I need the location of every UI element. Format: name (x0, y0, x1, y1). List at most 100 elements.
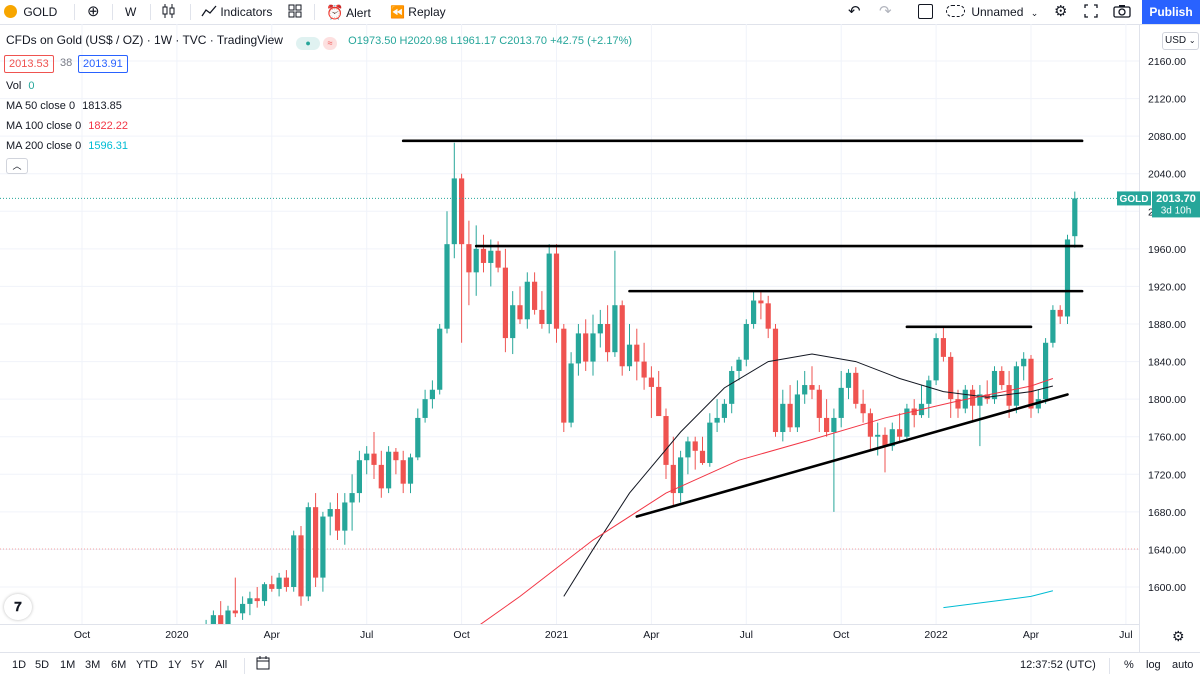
candle-body (656, 386, 662, 417)
log-toggle[interactable]: log (1146, 659, 1161, 671)
range-1d[interactable]: 1D (12, 659, 27, 671)
ask-price[interactable]: 2013.91 (78, 55, 128, 73)
candle-body (729, 370, 735, 404)
ohlc-high: H2020.98 (399, 35, 448, 47)
price-tick-label: 1680.00 (1148, 507, 1186, 519)
range-1y[interactable]: 1Y (168, 659, 182, 671)
candle (714, 399, 720, 433)
time-tick-label: Jul (740, 629, 753, 641)
candle-body (429, 389, 435, 400)
range-5y[interactable]: 5Y (191, 659, 205, 671)
replay-icon: ⏪ (390, 5, 405, 19)
candle-body (977, 394, 983, 406)
chevron-down-icon: ⌄ (1030, 8, 1039, 18)
price-tick-label: 1920.00 (1148, 281, 1186, 293)
candle (729, 366, 735, 414)
candle (1043, 338, 1049, 404)
candle (889, 422, 895, 451)
alert-button[interactable]: ⏰ Alert (326, 0, 371, 24)
candle (605, 305, 611, 362)
publish-button[interactable]: Publish (1142, 0, 1200, 24)
candle (787, 385, 793, 433)
candle-body (480, 248, 487, 263)
legend-ma100[interactable]: MA 100 close 0 1822.22 (6, 120, 128, 132)
replay-button[interactable]: ⏪ Replay (390, 0, 446, 24)
candles (189, 142, 1078, 652)
time-tick-label: 2022 (924, 629, 948, 641)
candle (991, 366, 998, 404)
candle-body (524, 281, 530, 320)
candle-body (459, 178, 465, 245)
compare-plus-icon[interactable]: ⊕ (87, 3, 100, 20)
price-chart[interactable]: 1600.00 1640.00 1680.00 1720.00 1760.00 1800.… (0, 24, 1200, 652)
candle-body (1072, 198, 1078, 237)
time-tick-label: Jul (360, 629, 373, 641)
legend-ma200[interactable]: MA 200 close 0 1596.31 (6, 140, 128, 152)
range-1m[interactable]: 1M (60, 659, 76, 671)
candle-body (736, 359, 742, 371)
chart-settings-gear-icon[interactable]: ⚙ (1172, 628, 1185, 644)
candle (342, 493, 348, 545)
fullscreen-box-icon[interactable] (918, 0, 933, 24)
legend-ma50[interactable]: MA 50 close 0 1813.85 (6, 100, 122, 112)
candle-body (670, 464, 676, 494)
layout-menu[interactable]: Unnamed ⌄ (946, 0, 1038, 24)
candle (977, 385, 983, 447)
percent-toggle[interactable]: % (1124, 659, 1134, 671)
candle (349, 474, 355, 531)
candle (189, 639, 194, 652)
currency-selector[interactable]: USD ⌄ (1162, 32, 1199, 50)
clock-time[interactable]: 12:37:52 (UTC) (1020, 659, 1096, 671)
camera-icon[interactable] (1113, 0, 1131, 24)
collapse-legend-button[interactable]: ︿ (6, 158, 28, 174)
candle (320, 511, 326, 592)
candle (218, 601, 224, 624)
candle-body (196, 634, 201, 643)
gear-icon[interactable]: ⚙ (1054, 3, 1068, 20)
undo-icon[interactable]: ↶ (848, 3, 861, 20)
interval-button[interactable]: W (125, 5, 137, 19)
cloud-icon (946, 5, 965, 17)
indicators-button[interactable]: Indicators (201, 0, 272, 24)
candle-body (714, 417, 720, 423)
candle-body (955, 399, 961, 409)
time-tick-label: Apr (1023, 629, 1040, 641)
candle (845, 369, 852, 400)
range-all[interactable]: All (215, 659, 228, 671)
tradingview-logo[interactable]: 𝟕 (4, 594, 32, 620)
templates-grid-icon[interactable] (288, 0, 302, 24)
moving-average-line (480, 378, 1054, 624)
candle-style-icon[interactable] (161, 0, 177, 24)
candle-body (678, 457, 684, 494)
candle (751, 291, 757, 329)
chart-title[interactable]: CFDs on Gold (US$ / OZ) · 1W · TVC · Tra… (6, 33, 283, 47)
range-5d[interactable]: 5D (35, 659, 50, 671)
goto-date-icon[interactable] (256, 653, 270, 678)
range-3m[interactable]: 3M (85, 659, 101, 671)
candle (999, 366, 1005, 390)
candle-body (1043, 342, 1049, 400)
legend-header: CFDs on Gold (US$ / OZ) · 1W · TVC · Tra… (6, 33, 632, 50)
top-toolbar: GOLD ⊕ W Indicators ⏰ Alert ⏪ Replay ↶ ↷… (0, 0, 1200, 25)
bid-price[interactable]: 2013.53 (4, 55, 54, 73)
time-axis: Oct 2020 Apr Jul Oct 2021 Apr Jul Oct 2022 Apr Jul (74, 629, 1133, 641)
redo-icon[interactable]: ↷ (879, 3, 892, 20)
candle-body (772, 328, 779, 433)
candle (641, 342, 647, 390)
range-6m[interactable]: 6M (111, 659, 127, 671)
candle (802, 370, 808, 404)
candle-body (1006, 385, 1012, 406)
price-tick-label: 1880.00 (1148, 319, 1186, 331)
range-ytd[interactable]: YTD (136, 659, 158, 671)
legend-volume[interactable]: Vol 0 (6, 80, 34, 92)
candle-body (824, 417, 830, 433)
expand-icon[interactable] (1084, 0, 1098, 24)
candle (1050, 305, 1056, 348)
bottom-toolbar: 1D 5D 1M 3M 6M YTD 1Y 5Y All 12:37:52 (U… (0, 652, 1200, 678)
auto-toggle[interactable]: auto (1172, 659, 1194, 671)
candle-body (816, 389, 822, 418)
symbol-search[interactable]: GOLD (4, 0, 57, 24)
ma200-label: MA 200 close 0 (6, 140, 82, 152)
candle (656, 370, 662, 417)
tv-logo-icon: 𝟕 (14, 599, 22, 614)
